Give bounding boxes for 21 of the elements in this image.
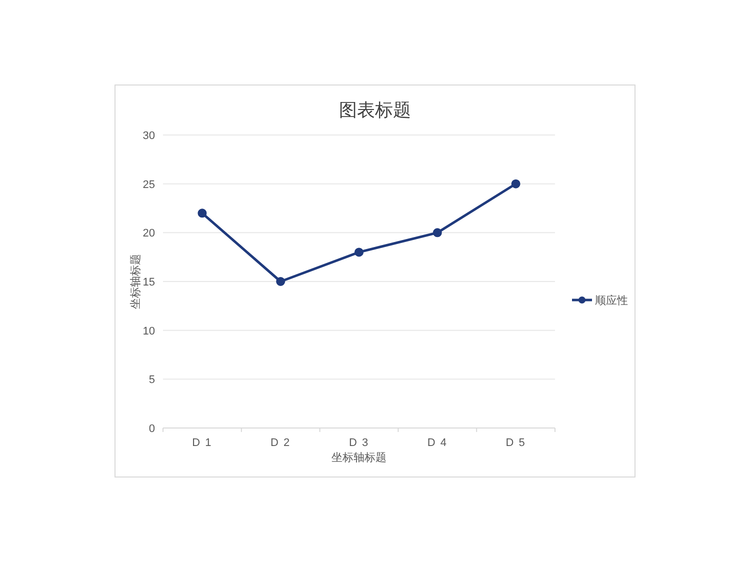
x-tick-label: D 3 <box>348 437 370 449</box>
y-tick-label: 25 <box>142 178 155 191</box>
x-tick-label: D 5 <box>506 437 526 449</box>
chart-title: 图表标题 <box>339 100 411 120</box>
y-axis-title: 坐标轴标题 <box>129 254 142 309</box>
point <box>354 248 364 257</box>
y-tick-label: 15 <box>142 276 155 288</box>
y-tick-label: 10 <box>142 325 155 338</box>
point <box>198 208 207 218</box>
y-tick-label: 20 <box>142 228 155 240</box>
y-tick-label: 30 <box>142 130 155 142</box>
point <box>276 277 286 286</box>
point <box>432 228 442 238</box>
point <box>511 179 520 188</box>
y-tick-label: 5 <box>148 374 155 386</box>
x-tick-label: D 4 <box>427 437 448 449</box>
x-tick-label: D 2 <box>270 437 291 449</box>
legend-label: 顺应性 <box>595 294 628 307</box>
x-axis-title: 坐标轴标题 <box>332 451 386 464</box>
y-tick-label: 0 <box>148 423 155 435</box>
x-tick-label: D 1 <box>192 437 212 449</box>
